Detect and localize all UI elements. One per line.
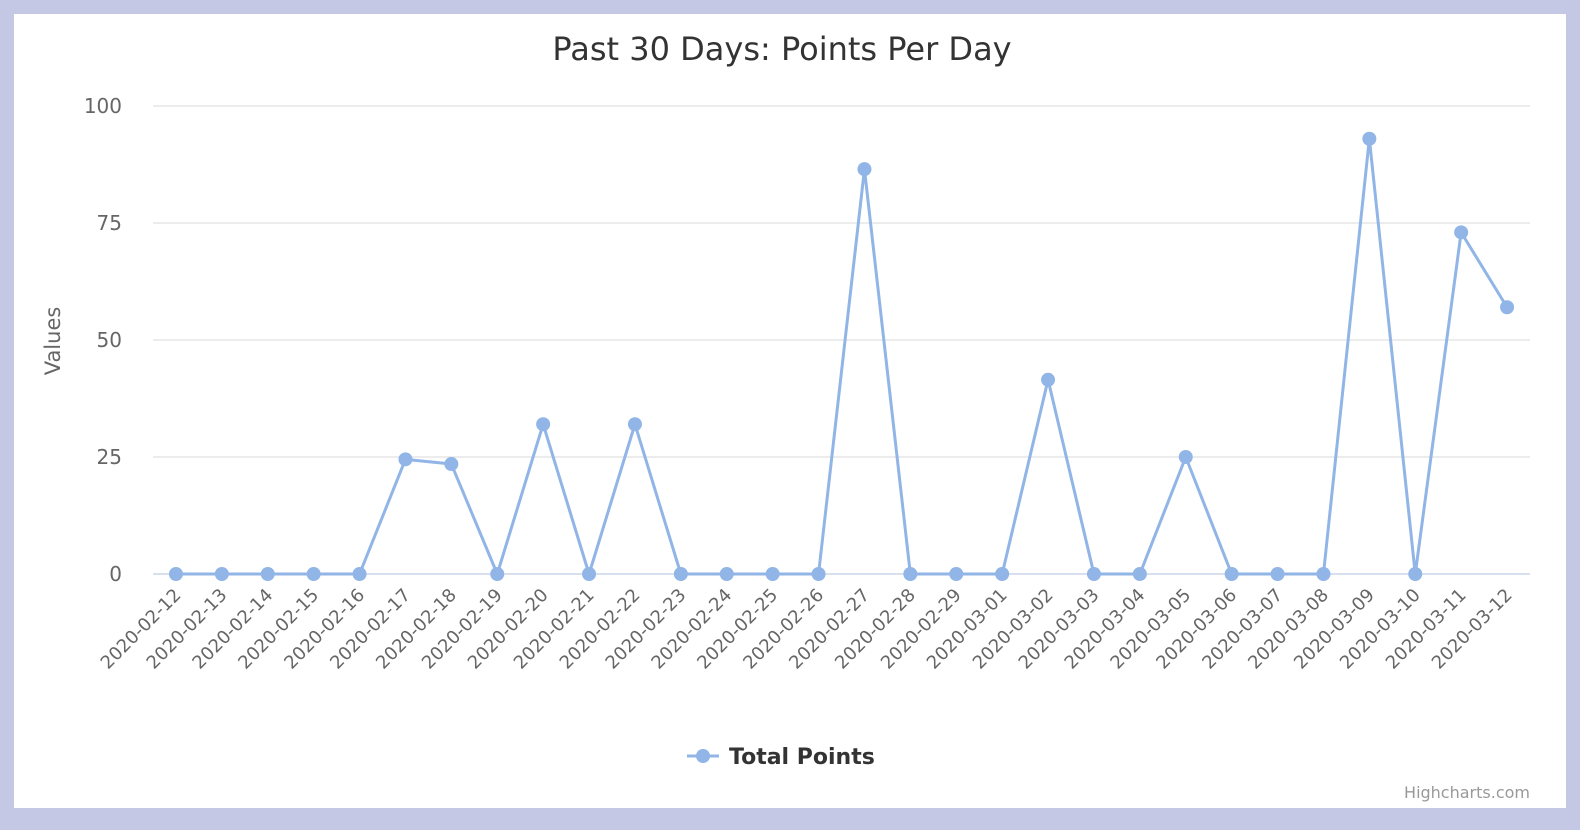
legend-item-total-points[interactable]: Total Points [729, 745, 875, 770]
data-point[interactable] [1316, 567, 1331, 581]
chart-title: Past 30 Days: Points Per Day [552, 30, 1011, 68]
x-axis-ticks: 2020-02-122020-02-132020-02-142020-02-15… [97, 585, 1517, 674]
legend-symbol-marker [696, 749, 710, 763]
data-point[interactable] [398, 452, 413, 467]
data-point[interactable] [1224, 567, 1239, 581]
y-tick-label: 50 [97, 328, 122, 352]
y-axis-ticks: 0 25 50 75 100 [84, 94, 122, 586]
legend[interactable]: Total Points [687, 745, 875, 770]
data-point[interactable] [719, 567, 734, 581]
data-point[interactable] [1408, 567, 1423, 581]
series-points[interactable] [168, 131, 1515, 581]
data-point[interactable] [673, 567, 688, 581]
data-point[interactable] [627, 417, 642, 432]
data-point[interactable] [1454, 225, 1469, 240]
data-point[interactable] [582, 567, 597, 581]
data-point[interactable] [903, 567, 918, 581]
data-point[interactable] [260, 567, 275, 581]
chart-container: Past 30 Days: Points Per Day 0 25 50 75 100 … [14, 14, 1566, 808]
line-chart: Past 30 Days: Points Per Day 0255075100 … [41, 30, 1530, 802]
data-point[interactable] [306, 567, 321, 581]
data-point[interactable] [214, 567, 229, 581]
series-line [175, 137, 1509, 576]
data-point[interactable] [1362, 131, 1377, 146]
data-point[interactable] [168, 567, 183, 581]
data-point[interactable] [995, 567, 1010, 581]
data-point[interactable] [536, 417, 551, 432]
gridlines [153, 105, 1530, 575]
data-point[interactable] [1041, 372, 1056, 387]
data-point[interactable] [1270, 567, 1285, 581]
data-point[interactable] [765, 567, 780, 581]
y-axis-label: Values [41, 307, 65, 376]
credits-link[interactable]: Highcharts.com [1404, 783, 1530, 802]
y-tick-label: 0 [109, 562, 122, 586]
series-line-total-points [175, 137, 1509, 576]
data-point[interactable] [352, 567, 367, 581]
data-point[interactable] [444, 457, 459, 472]
data-point[interactable] [1178, 450, 1193, 464]
y-tick-label: 100 [84, 94, 122, 118]
data-point[interactable] [1086, 567, 1101, 581]
data-point[interactable] [811, 567, 826, 581]
data-point[interactable] [949, 567, 964, 581]
y-tick-label: 25 [97, 445, 122, 469]
data-point[interactable] [490, 567, 505, 581]
data-point[interactable] [1132, 567, 1147, 581]
data-point[interactable] [857, 162, 872, 177]
y-tick-label: 75 [97, 211, 122, 235]
data-point[interactable] [1500, 300, 1515, 315]
